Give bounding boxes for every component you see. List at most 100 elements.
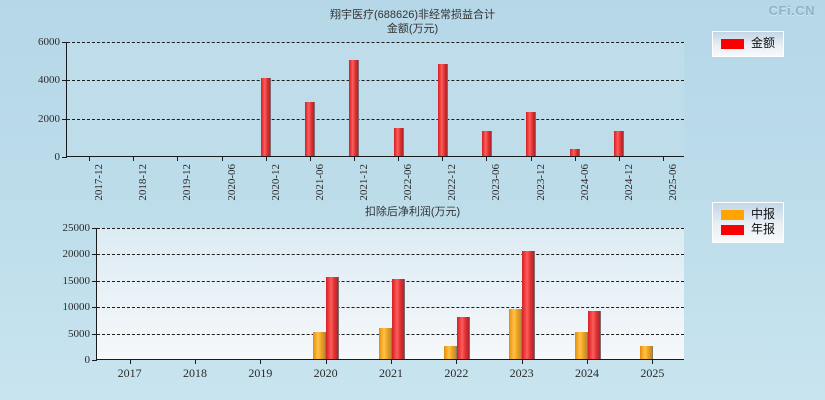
bar-金额-2022-06 bbox=[393, 127, 404, 156]
x-axis-tick bbox=[574, 156, 576, 161]
gridline bbox=[97, 280, 684, 282]
x-axis-label: 2019 bbox=[248, 366, 273, 380]
bar-金额-2021-06 bbox=[305, 101, 316, 156]
bottom-chart-title: 扣除后净利润(万元) bbox=[364, 206, 461, 218]
x-axis-label: 2023 bbox=[509, 366, 534, 380]
y-axis-tick bbox=[92, 280, 97, 282]
bar-年报-2022 bbox=[456, 317, 470, 359]
x-axis-label: 2020 bbox=[313, 366, 338, 380]
y-axis-tick bbox=[62, 42, 67, 43]
x-axis-label: 2017-12 bbox=[93, 164, 106, 201]
x-axis-tick bbox=[618, 156, 620, 161]
top-chart-legend: 金额 bbox=[712, 31, 784, 57]
x-axis-label: 2025 bbox=[640, 366, 665, 380]
bar-金额-2021-12 bbox=[349, 59, 360, 156]
x-axis-label: 2023-06 bbox=[490, 164, 503, 201]
x-axis-label: 2022 bbox=[444, 366, 469, 380]
bar-年报-2023 bbox=[522, 251, 536, 359]
y-axis-tick bbox=[62, 157, 67, 158]
legend-label: 金额 bbox=[751, 36, 776, 50]
x-axis-label: 2020-12 bbox=[269, 164, 282, 201]
y-axis-label: 5000 bbox=[68, 327, 90, 340]
bar-金额-2023-06 bbox=[481, 131, 492, 156]
bar-年报-2024 bbox=[587, 311, 601, 359]
bar-金额-2024-12 bbox=[614, 131, 625, 156]
bar-中报-2020 bbox=[313, 332, 327, 359]
x-axis-tick bbox=[587, 359, 588, 364]
x-axis-tick bbox=[89, 156, 91, 161]
bar-中报-2022 bbox=[443, 345, 457, 359]
x-axis-tick bbox=[521, 359, 523, 364]
x-axis-tick bbox=[133, 156, 135, 161]
top-chart-subtitle: 金额(万元) bbox=[386, 23, 439, 35]
x-axis-label: 2022-06 bbox=[402, 164, 415, 201]
x-axis-label: 2024-12 bbox=[622, 164, 635, 201]
x-axis-tick bbox=[486, 156, 488, 161]
y-axis-label: 0 bbox=[54, 151, 61, 163]
y-axis-label: 20000 bbox=[62, 248, 91, 261]
x-axis-tick bbox=[129, 359, 131, 364]
bar-年报-2020 bbox=[326, 276, 340, 359]
x-axis-tick bbox=[265, 156, 267, 161]
x-axis-tick bbox=[325, 359, 327, 364]
bar-金额-2023-12 bbox=[526, 111, 536, 156]
legend-swatch-icon bbox=[721, 224, 744, 235]
x-axis-label: 2021-06 bbox=[313, 164, 326, 201]
y-axis-label: 25000 bbox=[62, 222, 91, 234]
bar-中报-2021 bbox=[378, 328, 392, 359]
gridline bbox=[97, 228, 684, 229]
x-axis-tick bbox=[177, 156, 179, 161]
y-axis-tick bbox=[92, 360, 97, 361]
x-axis-label: 2017 bbox=[117, 366, 142, 380]
legend-label: 中报 bbox=[751, 207, 776, 221]
top-chart-plot-area: 0 2000 4000 6000 2017-12 2018-12 2019-12 2020-0… bbox=[38, 36, 684, 201]
x-axis-tick bbox=[391, 359, 392, 364]
legend-item[interactable]: 中报 bbox=[721, 207, 775, 222]
bar-中报-2025 bbox=[639, 346, 653, 359]
x-axis-label: 2022-12 bbox=[446, 164, 459, 201]
x-axis-label: 2018 bbox=[183, 366, 207, 380]
y-axis-tick bbox=[62, 118, 67, 120]
legend-item[interactable]: 年报 bbox=[721, 222, 775, 237]
x-axis-tick bbox=[260, 359, 262, 364]
x-axis-tick bbox=[652, 359, 654, 364]
x-axis-tick bbox=[195, 359, 196, 364]
y-axis-label: 4000 bbox=[38, 74, 60, 87]
x-axis-label: 2025-06 bbox=[666, 164, 679, 201]
x-axis-tick bbox=[398, 156, 400, 161]
y-axis-label: 10000 bbox=[62, 301, 91, 314]
y-axis-label: 2000 bbox=[38, 112, 60, 125]
y-axis-tick bbox=[62, 80, 67, 82]
x-axis-tick bbox=[456, 359, 458, 364]
bottom-chart-plot-area: 0 5000 10000 15000 20000 25000 2017 2018 2019 202… bbox=[63, 222, 684, 380]
gridline bbox=[67, 80, 684, 82]
y-axis-tick bbox=[92, 254, 97, 256]
x-axis-label: 2021 bbox=[379, 366, 403, 380]
legend-swatch-icon bbox=[721, 209, 744, 220]
x-axis-label: 2024-06 bbox=[578, 164, 591, 201]
legend-item[interactable]: 金额 bbox=[721, 36, 775, 51]
gridline bbox=[67, 42, 684, 43]
gridline bbox=[97, 307, 684, 309]
bottom-chart-legend: 中报 年报 bbox=[712, 202, 784, 243]
page-title: 翔宇医疗(688626)非经常损益合计 bbox=[329, 9, 496, 21]
bar-金额-2020-12 bbox=[261, 77, 272, 156]
x-axis-tick bbox=[221, 156, 223, 161]
gridline bbox=[97, 254, 684, 256]
x-axis-label: 2024 bbox=[575, 366, 599, 380]
bar-中报-2023 bbox=[509, 309, 523, 359]
y-axis-tick bbox=[92, 333, 97, 335]
y-axis-label: 0 bbox=[84, 354, 91, 366]
legend-label: 年报 bbox=[751, 222, 776, 236]
y-axis-label: 15000 bbox=[62, 274, 91, 287]
y-axis-tick bbox=[92, 228, 97, 229]
y-axis-label: 6000 bbox=[38, 36, 60, 48]
gridline bbox=[67, 118, 684, 120]
bar-金额-2022-12 bbox=[437, 63, 448, 156]
bar-金额-2024-06 bbox=[570, 149, 581, 156]
x-axis-label: 2018-12 bbox=[137, 164, 150, 201]
bar-中报-2024 bbox=[574, 331, 588, 359]
x-axis-label: 2021-12 bbox=[357, 164, 370, 201]
watermark: CFi.CN bbox=[768, 3, 815, 18]
